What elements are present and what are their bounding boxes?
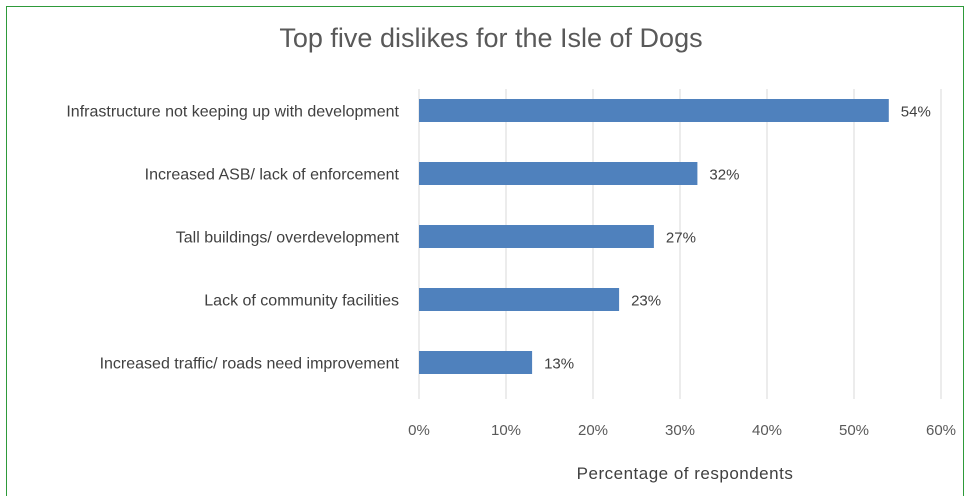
data-label: 32% bbox=[709, 167, 739, 184]
chart-frame: Top five dislikes for the Isle of Dogs I… bbox=[6, 6, 964, 496]
category-label: Infrastructure not keeping up with devel… bbox=[66, 104, 399, 121]
x-tick-label: 20% bbox=[578, 422, 608, 439]
x-tick-label: 40% bbox=[752, 422, 782, 439]
category-label: Increased traffic/ roads need improvemen… bbox=[100, 356, 400, 373]
chart-title: Top five dislikes for the Isle of Dogs bbox=[279, 23, 702, 53]
bar-chart: Top five dislikes for the Isle of Dogs I… bbox=[66, 23, 956, 483]
x-tick-label: 60% bbox=[926, 422, 956, 439]
data-label: 54% bbox=[901, 104, 931, 121]
x-axis-title: Percentage of respondents bbox=[577, 464, 794, 483]
bar bbox=[419, 351, 533, 374]
bar bbox=[419, 162, 698, 185]
data-label: 27% bbox=[666, 230, 696, 247]
x-tick-label: 10% bbox=[491, 422, 521, 439]
x-tick-label: 0% bbox=[408, 422, 430, 439]
x-tick-label: 50% bbox=[839, 422, 869, 439]
category-label: Tall buildings/ overdevelopment bbox=[176, 230, 400, 247]
data-label: 13% bbox=[544, 356, 574, 373]
x-tick-label: 30% bbox=[665, 422, 695, 439]
bar bbox=[419, 288, 620, 311]
category-label: Lack of community facilities bbox=[204, 293, 399, 310]
bars bbox=[419, 99, 889, 374]
category-labels: Infrastructure not keeping up with devel… bbox=[66, 104, 399, 373]
bar bbox=[419, 225, 654, 248]
bar bbox=[419, 99, 889, 122]
category-label: Increased ASB/ lack of enforcement bbox=[145, 167, 400, 184]
data-label: 23% bbox=[631, 293, 661, 310]
x-tick-labels: 0% 10% 20% 30% 40% 50% 60% bbox=[408, 422, 956, 439]
data-labels: 54% 32% 27% 23% 13% bbox=[544, 104, 931, 373]
